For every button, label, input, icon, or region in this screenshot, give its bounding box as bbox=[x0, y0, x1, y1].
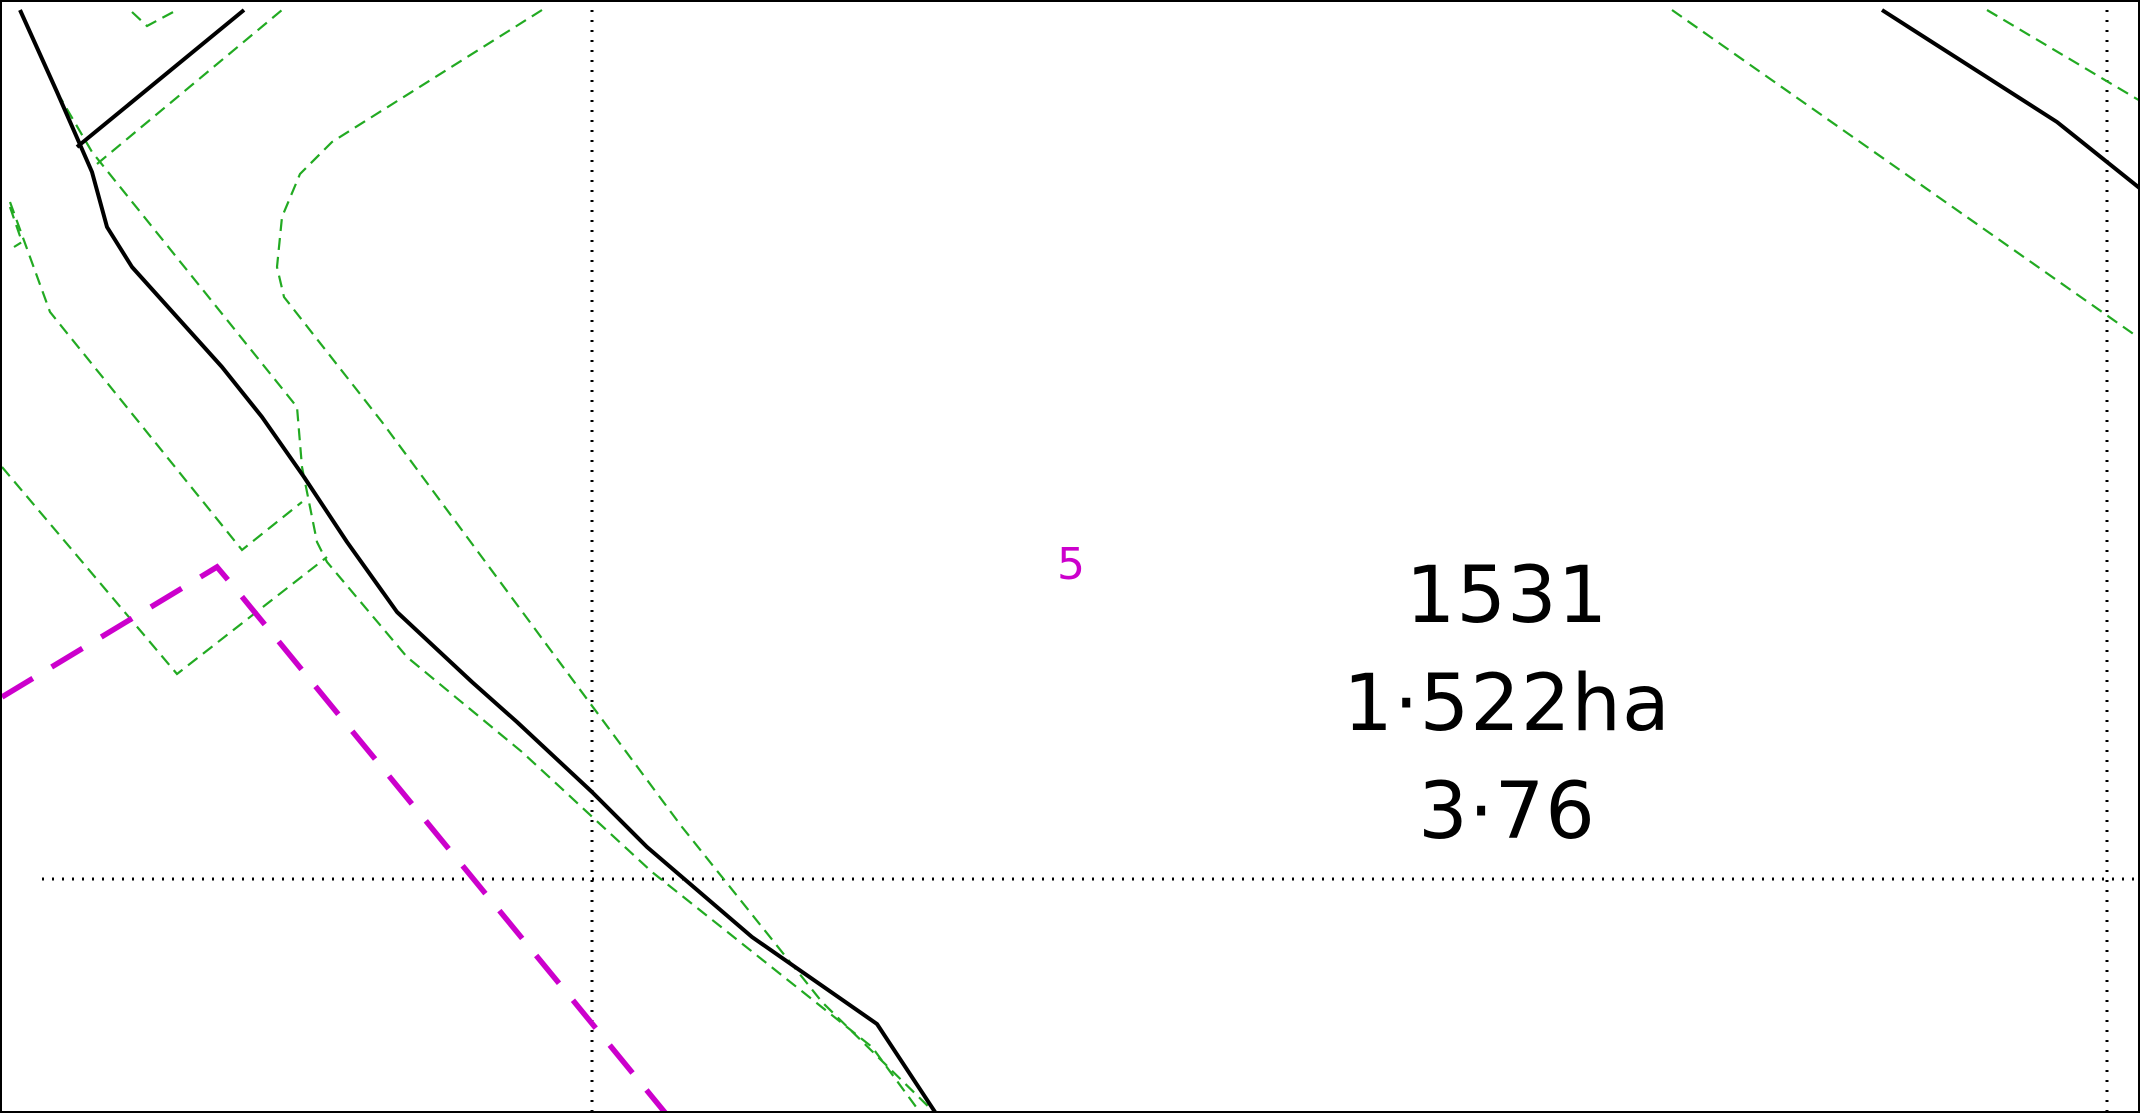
sheet-number-label: 5 bbox=[1057, 539, 1085, 590]
dashed-feature-left-band bbox=[8, 201, 303, 552]
parcel-number: 1531 bbox=[1405, 551, 1609, 641]
dashed-feature-road-upper bbox=[96, 9, 283, 165]
boundary-main bbox=[18, 9, 937, 1111]
parcel-area-acres: 3·76 bbox=[1418, 767, 1596, 857]
admin-boundary bbox=[2, 563, 668, 1111]
dashed-feature-right-band-upper bbox=[1986, 9, 2138, 101]
dashed-feature-lines bbox=[2, 9, 2138, 1111]
parcel-area-hectares: 1·522ha bbox=[1343, 659, 1671, 749]
boundary-road-top-left bbox=[75, 8, 246, 149]
admin-boundary-line bbox=[2, 563, 668, 1111]
dashed-feature-curve-outer bbox=[275, 9, 935, 1111]
dashed-feature-left-tick bbox=[8, 206, 24, 248]
parcel-label[interactable]: 1531 1·522ha 3·76 bbox=[1282, 542, 1732, 866]
dashed-feature-inner-left bbox=[56, 91, 921, 1111]
dashed-feature-top-corner bbox=[131, 9, 178, 28]
boundary-lines bbox=[18, 8, 2138, 1111]
dashed-feature-left-lower bbox=[2, 466, 328, 676]
grid-lines bbox=[42, 10, 2138, 1111]
dashed-feature-right-band-lower bbox=[1671, 9, 2138, 339]
boundary-right bbox=[1880, 8, 2138, 190]
